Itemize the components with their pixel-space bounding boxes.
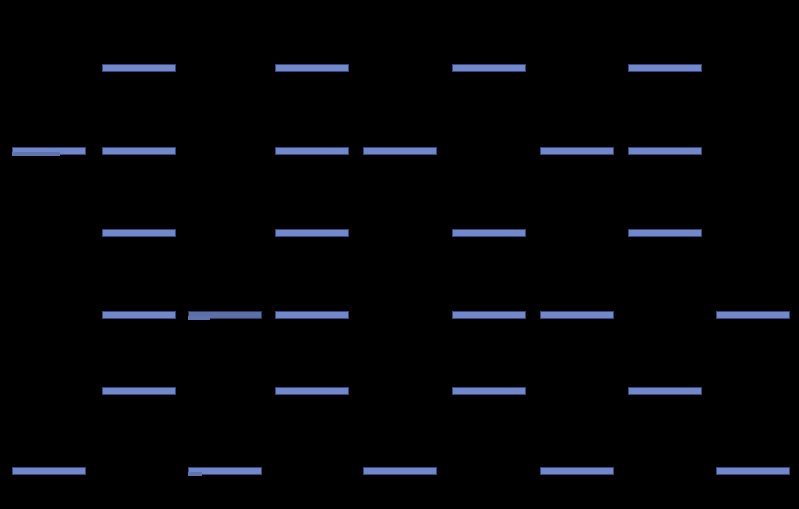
gantt-bar[interactable] — [452, 229, 526, 237]
gantt-bar[interactable] — [102, 147, 176, 155]
gantt-bar[interactable] — [188, 467, 262, 475]
gantt-bar[interactable] — [275, 311, 349, 319]
gantt-bar[interactable] — [188, 311, 262, 319]
gantt-bar[interactable] — [102, 311, 176, 319]
gantt-bar[interactable] — [102, 229, 176, 237]
gantt-bar[interactable] — [275, 147, 349, 155]
gantt-bar[interactable] — [540, 147, 614, 155]
gantt-bar[interactable] — [628, 387, 702, 395]
gantt-bar[interactable] — [628, 147, 702, 155]
gantt-bar[interactable] — [452, 311, 526, 319]
gantt-bar[interactable] — [102, 387, 176, 395]
gantt-bar[interactable] — [452, 64, 526, 72]
gantt-bar[interactable] — [275, 387, 349, 395]
gantt-bar-partial-segment[interactable] — [188, 316, 210, 320]
gantt-bar-partial-segment[interactable] — [12, 152, 60, 156]
gantt-bar[interactable] — [363, 467, 437, 475]
gantt-bar-partial-segment[interactable] — [188, 472, 202, 476]
gantt-bar[interactable] — [452, 387, 526, 395]
gantt-bar[interactable] — [716, 467, 790, 475]
gantt-bar[interactable] — [12, 467, 86, 475]
gantt-bar[interactable] — [363, 147, 437, 155]
gantt-bar[interactable] — [102, 64, 176, 72]
gantt-bar[interactable] — [540, 311, 614, 319]
gantt-bar[interactable] — [716, 311, 790, 319]
gantt-bar[interactable] — [540, 467, 614, 475]
gantt-bar[interactable] — [275, 64, 349, 72]
gantt-bar[interactable] — [275, 229, 349, 237]
gantt-bar[interactable] — [628, 64, 702, 72]
gantt-bar[interactable] — [628, 229, 702, 237]
